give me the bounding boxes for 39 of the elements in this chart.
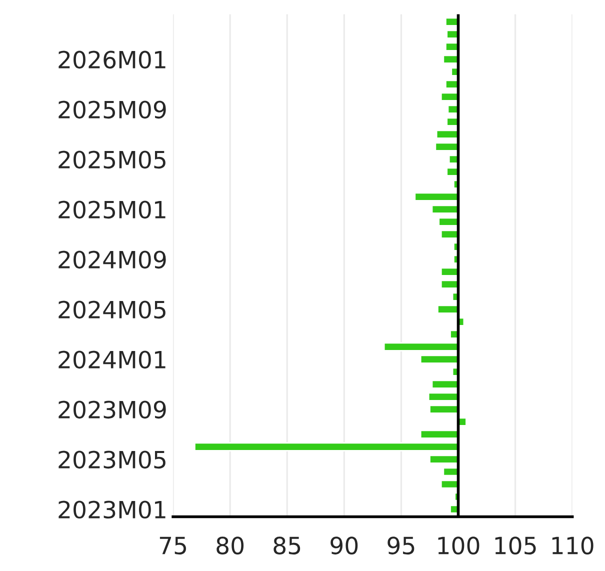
y-tick-label: 2025M09 — [58, 100, 166, 119]
bar — [429, 454, 459, 464]
x-tick-label: 95 — [388, 536, 414, 554]
bar — [429, 404, 459, 414]
bar — [420, 430, 459, 439]
y-tick-label: 2024M01 — [58, 350, 166, 369]
y-tick-label: 2023M05 — [58, 450, 166, 469]
y-tick-label: 2024M05 — [58, 300, 166, 319]
y-tick-label: 2026M01 — [58, 50, 166, 69]
bar — [431, 204, 459, 214]
x-tick-label: 80 — [216, 536, 244, 554]
bar — [434, 142, 459, 152]
y-tick-label: 2025M05 — [58, 150, 166, 169]
bar — [420, 354, 459, 364]
y-tick-label: 2023M01 — [58, 500, 166, 519]
bar — [414, 192, 459, 202]
bar — [194, 442, 459, 452]
bar — [428, 392, 459, 402]
y-tick-label: 2024M09 — [58, 250, 166, 269]
bar — [440, 280, 459, 289]
y-tick-label: 2025M01 — [58, 200, 166, 219]
x-tick-label: 90 — [330, 536, 358, 554]
x-tick-label: 85 — [274, 536, 300, 554]
y-tick-label: 2023M09 — [58, 400, 166, 419]
bar — [440, 92, 459, 102]
bar — [440, 267, 459, 276]
bar — [442, 54, 459, 64]
bar — [442, 467, 459, 476]
bar — [436, 130, 459, 139]
bar — [431, 380, 459, 389]
bar — [440, 230, 459, 239]
x-tick-label: 75 — [160, 536, 186, 554]
bar — [383, 342, 459, 352]
x-tick-label: 110 — [552, 536, 594, 554]
bar — [437, 304, 459, 314]
bar — [440, 480, 459, 489]
bar — [438, 217, 459, 226]
x-tick-label: 100 — [438, 536, 480, 554]
x-tick-label: 105 — [495, 536, 536, 554]
